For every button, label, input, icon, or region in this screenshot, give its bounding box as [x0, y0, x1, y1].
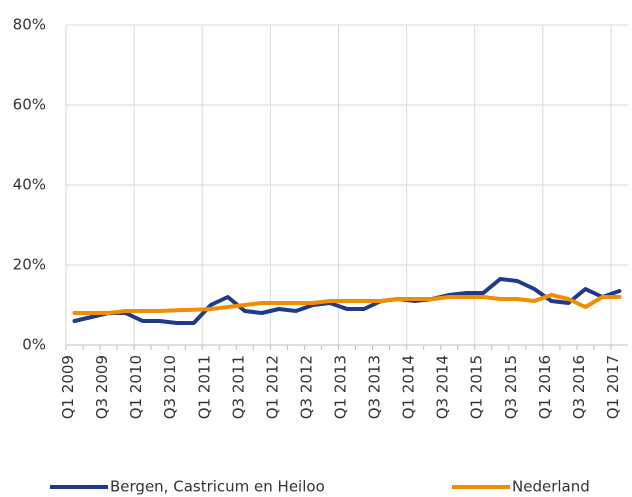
- y-tick-label: 60%: [13, 96, 46, 114]
- x-tick-label: Q3 2011: [229, 355, 247, 419]
- x-tick-label: Q3 2010: [161, 355, 179, 419]
- x-tick-label: Q1 2009: [59, 355, 77, 419]
- x-tick-label: Q3 2009: [93, 355, 111, 419]
- x-tick-label: Q3 2016: [570, 355, 588, 419]
- x-tick-label: Q1 2012: [263, 355, 281, 419]
- x-tick-label: Q1 2015: [468, 355, 486, 419]
- x-tick-label: Q1 2011: [195, 355, 213, 419]
- x-tick-label: Q1 2013: [332, 355, 350, 419]
- legend-label: Nederland: [512, 478, 590, 496]
- y-tick-label: 0%: [22, 336, 46, 354]
- x-tick-label: Q3 2012: [297, 355, 315, 419]
- x-tick-label: Q3 2015: [502, 355, 520, 419]
- y-tick-label: 80%: [13, 16, 46, 34]
- x-tick-label: Q1 2014: [400, 355, 418, 419]
- y-tick-label: 20%: [13, 256, 46, 274]
- x-tick-label: Q3 2014: [434, 355, 452, 419]
- x-tick-label: Q3 2013: [366, 355, 384, 419]
- y-tick-label: 40%: [13, 176, 46, 194]
- legend-label: Bergen, Castricum en Heiloo: [110, 478, 325, 496]
- x-tick-label: Q1 2016: [536, 355, 554, 419]
- x-tick-label: Q1 2010: [127, 355, 145, 419]
- series-line: [72, 277, 622, 325]
- x-tick-label: Q1 2017: [604, 355, 622, 419]
- series-line: [72, 293, 622, 315]
